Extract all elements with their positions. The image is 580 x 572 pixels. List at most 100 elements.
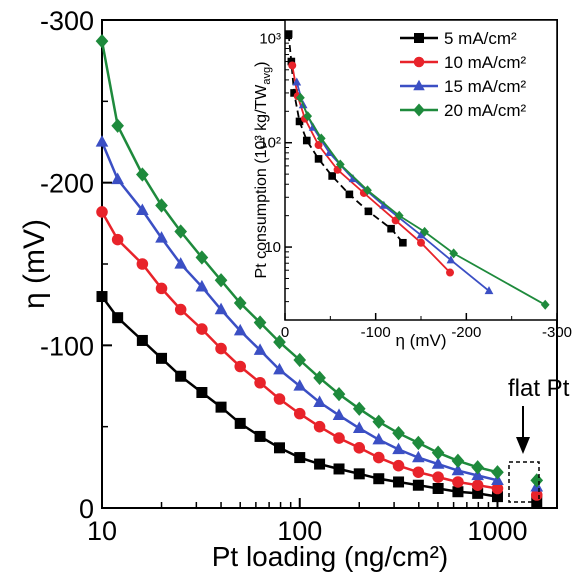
main-data-point	[136, 258, 149, 270]
inset-data-point	[290, 89, 298, 97]
main-data-point	[412, 450, 425, 463]
legend-label: 15 mA/cm²	[444, 77, 527, 96]
main-data-point	[313, 395, 326, 407]
inset-data-point	[288, 61, 297, 70]
inset-x-axis-title: η (mV)	[396, 331, 447, 350]
inset-data-point	[484, 286, 494, 295]
main-data-point	[491, 465, 504, 480]
inset-x-tick-label: -300	[542, 324, 572, 341]
flat-pt-data-point	[530, 473, 544, 488]
inset-x-tick-label: -100	[361, 324, 391, 341]
main-data-point	[155, 282, 168, 295]
inset-series-line	[287, 34, 404, 244]
main-data-point	[174, 224, 188, 239]
main-data-point	[372, 414, 386, 429]
main-data-point	[293, 379, 307, 391]
main-x-tick-label: 10	[87, 516, 117, 546]
inset-data-point	[399, 238, 407, 247]
inset-data-point	[296, 92, 305, 103]
main-data-point	[273, 393, 286, 405]
main-data-point	[254, 430, 266, 442]
inset-data-point	[363, 185, 372, 196]
main-data-point	[332, 386, 346, 402]
inset-data-point	[287, 57, 296, 66]
main-data-point	[452, 486, 464, 498]
legend: 5 mA/cm² 10 mA/cm² 15 mA/cm² 20 mA/cm²	[400, 29, 527, 120]
inset-data-point	[417, 238, 425, 247]
legend-swatch-marker	[413, 56, 425, 68]
inset-data-point	[348, 174, 358, 183]
main-data-point	[392, 442, 405, 455]
main-data-point	[95, 135, 109, 147]
main-data-point	[491, 482, 504, 495]
main-data-point	[491, 491, 503, 503]
main-data-point	[471, 479, 484, 492]
main-data-point	[136, 334, 148, 346]
main-data-point	[273, 442, 285, 454]
main-data-point	[175, 370, 187, 382]
main-x-tick-label: 1000	[467, 516, 527, 546]
inset-y-axis-title-subscript: avg	[261, 67, 273, 85]
inset-y-tick-label: 10²	[259, 135, 281, 152]
inset-data-point	[325, 148, 334, 157]
main-data-point	[333, 432, 345, 444]
main-data-point	[195, 279, 209, 292]
main-data-point	[155, 198, 168, 213]
main-data-point	[431, 457, 445, 469]
inset-data-point	[292, 77, 302, 86]
inset-y-axis-title-close: )	[253, 62, 270, 67]
flat-pt-box	[508, 461, 540, 503]
main-data-point	[155, 231, 168, 243]
main-data-point	[111, 118, 124, 133]
inset-x-tick-label: 0	[281, 324, 289, 341]
inset-plot-background	[285, 20, 557, 320]
inset-y-tick-label: 10³	[259, 30, 281, 47]
main-data-point	[431, 445, 445, 460]
main-data-point	[432, 482, 444, 494]
main-data-point	[234, 360, 246, 373]
main-series-group	[95, 33, 544, 507]
main-data-point	[234, 417, 246, 429]
inset-data-point	[284, 30, 293, 38]
main-data-point	[372, 451, 385, 464]
legend-label: 20 mA/cm²	[444, 101, 527, 120]
main-data-point	[412, 466, 425, 478]
inset-series-group	[284, 30, 550, 310]
main-data-point	[174, 257, 188, 269]
main-data-point	[111, 233, 124, 246]
legend-label: 5 mA/cm²	[444, 29, 517, 48]
main-data-point	[314, 458, 326, 470]
main-data-point	[196, 323, 208, 335]
main-data-point	[112, 312, 124, 324]
inset-plot: 0 -100 -200 -300 10 10² 10³ η (mV) Pt consumpt…	[253, 19, 572, 350]
inset-data-point	[446, 255, 456, 264]
legend-swatch-marker	[413, 79, 425, 91]
main-data-point	[96, 291, 108, 303]
main-data-point	[253, 343, 267, 355]
inset-data-point	[379, 200, 389, 209]
main-data-point	[392, 459, 405, 472]
main-data-point	[215, 342, 227, 355]
main-data-point	[471, 460, 484, 475]
main-data-point	[432, 471, 444, 483]
main-x-axis-title: Pt loading (ng/cm²)	[212, 541, 449, 572]
main-data-point	[472, 487, 484, 499]
main-data-point	[214, 302, 228, 315]
inset-data-point	[446, 268, 455, 277]
main-data-point	[273, 362, 286, 375]
main-data-point	[214, 273, 228, 288]
inset-data-point	[295, 117, 304, 126]
inset-data-point	[416, 230, 426, 239]
main-data-point	[233, 295, 247, 311]
main-data-point	[195, 250, 209, 265]
main-data-point	[96, 206, 108, 218]
inset-data-point	[314, 155, 323, 163]
flat-pt-arrow-head	[516, 437, 530, 454]
legend-label: 10 mA/cm²	[444, 53, 527, 72]
flat-pt-label: flat Pt	[508, 375, 570, 402]
inset-axis-ticks: 0 -100 -200 -300 10 10² 10³	[259, 30, 572, 341]
main-data-point	[313, 370, 326, 386]
main-data-point	[313, 420, 326, 433]
main-data-point	[373, 473, 385, 485]
